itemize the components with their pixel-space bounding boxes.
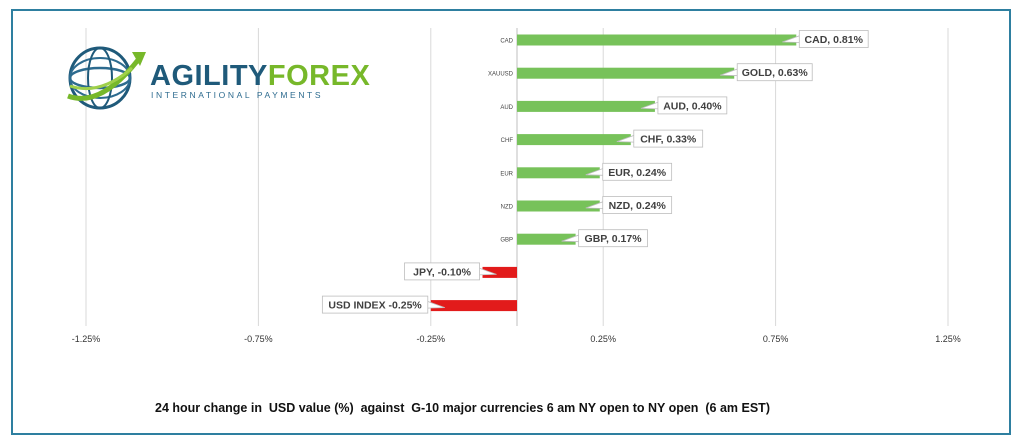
data-label-box <box>657 96 728 115</box>
category-label: XAUUSD <box>488 72 514 78</box>
brand-tagline: INTERNATIONAL PAYMENTS <box>151 90 324 100</box>
data-label-box <box>736 63 813 82</box>
data-label-box <box>578 229 648 248</box>
bar <box>517 167 600 179</box>
data-label: GBP, 0.17% <box>585 233 643 245</box>
bar <box>482 266 517 278</box>
chart-caption: 24 hour change in USD value (%) against … <box>155 401 770 415</box>
data-label: AUD, 0.40% <box>663 100 722 112</box>
data-label-box <box>633 129 704 148</box>
brand-name-agility: AGILITY <box>150 60 268 92</box>
brand-name: AGILITYFOREX <box>150 60 370 93</box>
category-label: NZD <box>501 205 514 211</box>
data-label: NZD, 0.24% <box>609 200 667 212</box>
data-label-box <box>798 30 869 48</box>
bar <box>517 100 655 112</box>
bar <box>517 200 600 212</box>
x-tick-label: 1.25% <box>935 334 961 344</box>
data-label-box <box>404 262 480 281</box>
category-label: EUR <box>500 171 513 177</box>
data-label: CAD, 0.81% <box>805 34 864 46</box>
brand-name-forex: FOREX <box>267 60 371 92</box>
data-label: CHF, 0.33% <box>640 134 697 146</box>
x-tick-label: -0.75% <box>244 334 273 344</box>
x-tick-label: 0.25% <box>590 334 616 344</box>
data-label: USD INDEX -0.25% <box>328 300 422 312</box>
bar <box>517 233 576 245</box>
bar <box>517 134 631 146</box>
category-label: AUD <box>500 105 513 111</box>
category-label: CHF <box>501 138 514 144</box>
bar <box>517 67 735 79</box>
data-label-box <box>602 196 673 214</box>
bar <box>517 34 797 46</box>
category-label: GBP <box>500 238 513 244</box>
bar <box>430 300 517 312</box>
data-label: GOLD, 0.63% <box>742 67 809 79</box>
chart-frame <box>11 9 1011 435</box>
globe-swoosh-icon <box>67 46 146 110</box>
agility-forex-logo: AGILITYFOREX INTERNATIONAL PAYMENTS <box>62 38 370 118</box>
data-label: EUR, 0.24% <box>608 167 666 179</box>
x-tick-label: -0.25% <box>417 334 446 344</box>
data-label-box <box>321 295 429 314</box>
category-label: CAD <box>500 39 513 45</box>
x-tick-label: 0.75% <box>763 334 789 344</box>
x-tick-label: -1.25% <box>72 334 101 344</box>
data-label-box <box>602 162 673 181</box>
data-label: JPY, -0.10% <box>413 266 471 278</box>
